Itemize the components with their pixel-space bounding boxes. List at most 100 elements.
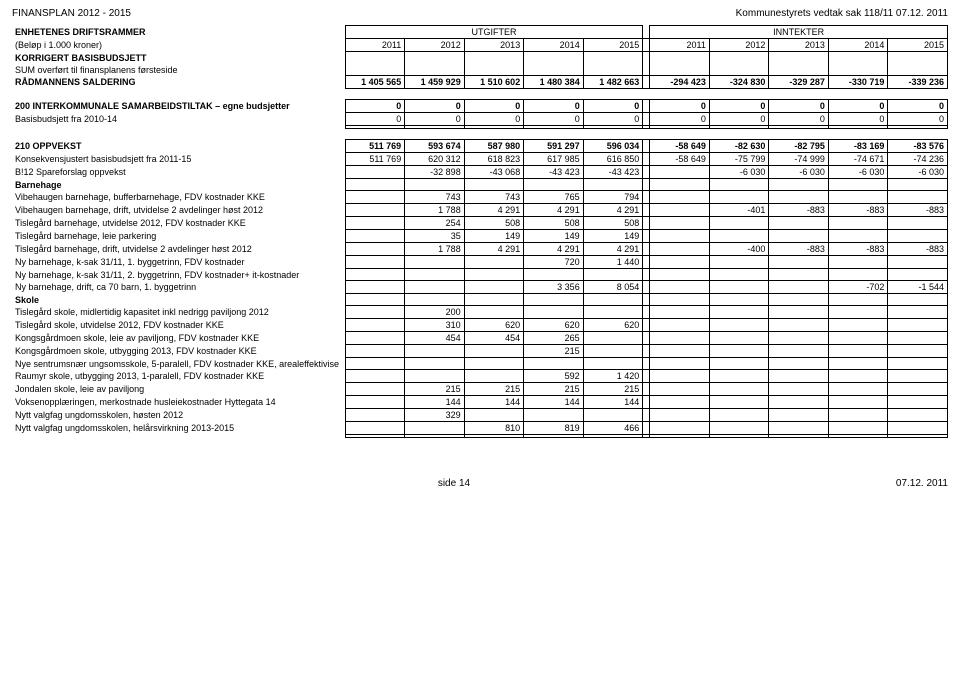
cell (828, 191, 888, 204)
row-label: Basisbudsjett fra 2010-14 (12, 113, 345, 126)
cell (464, 409, 524, 422)
header-right: Kommunestyrets vedtak sak 118/11 07.12. … (736, 8, 948, 19)
cell: 4 291 (464, 243, 524, 256)
row-label: Ny barnehage, drift, ca 70 barn, 1. bygg… (12, 281, 345, 294)
cell (769, 230, 829, 243)
cell (709, 281, 769, 294)
cell (709, 332, 769, 345)
cell (709, 396, 769, 409)
cell (828, 422, 888, 435)
cell (888, 409, 948, 422)
row-label: Vibehaugen barnehage, bufferbarnehage, F… (12, 191, 345, 204)
cell: 1 440 (583, 256, 643, 269)
cell (464, 358, 524, 370)
cell (709, 230, 769, 243)
row-label: Tislegård skole, utvidelse 2012, FDV kos… (12, 319, 345, 332)
cell (650, 370, 710, 383)
cell (888, 370, 948, 383)
cell (583, 306, 643, 319)
row-label: Tislegård barnehage, leie parkering (12, 230, 345, 243)
row-label: Nytt valgfag ungdomsskolen, høsten 2012 (12, 409, 345, 422)
cell (650, 243, 710, 256)
cell: 765 (524, 191, 584, 204)
cell (464, 306, 524, 319)
row-label: Tislegård barnehage, drift, utvidelse 2 … (12, 243, 345, 256)
row-label: Nye sentrumsnær ungsomsskole, 5-paralell… (12, 358, 345, 370)
cell: 149 (524, 230, 584, 243)
cell: 144 (405, 396, 465, 409)
row-label: Raumyr skole, utbygging 2013, 1-paralell… (12, 370, 345, 383)
cell (650, 230, 710, 243)
cell (405, 256, 465, 269)
cell (709, 422, 769, 435)
cell (650, 191, 710, 204)
cell: 743 (405, 191, 465, 204)
cell: 310 (405, 319, 465, 332)
cell (888, 191, 948, 204)
cell (769, 269, 829, 281)
cell: 4 291 (524, 243, 584, 256)
cell (769, 345, 829, 358)
cell (769, 281, 829, 294)
section-210-title: 210 OPPVEKST (12, 140, 345, 153)
cell (828, 319, 888, 332)
cell (405, 281, 465, 294)
cell (345, 409, 405, 422)
row-label: Tislegård barnehage, utvidelse 2012, FDV… (12, 217, 345, 230)
cell (345, 396, 405, 409)
cell (888, 230, 948, 243)
cell: 4 291 (464, 204, 524, 217)
cell (888, 345, 948, 358)
cell (709, 269, 769, 281)
col-group-utgifter: UTGIFTER (345, 26, 643, 39)
cell (888, 319, 948, 332)
row-label: Kongsgårdmoen skole, utbygging 2013, FDV… (12, 345, 345, 358)
subsection-barnehage: Barnehage (12, 179, 345, 191)
cell (464, 256, 524, 269)
cell (828, 269, 888, 281)
row-label: Ny barnehage, k-sak 31/11, 1. byggetrinn… (12, 256, 345, 269)
cell: 215 (583, 383, 643, 396)
cell (828, 230, 888, 243)
cell (828, 256, 888, 269)
cell (650, 217, 710, 230)
cell (650, 383, 710, 396)
cell (464, 370, 524, 383)
cell (405, 422, 465, 435)
cell (650, 204, 710, 217)
cell: -401 (709, 204, 769, 217)
cell (464, 345, 524, 358)
cell (888, 217, 948, 230)
cell (650, 319, 710, 332)
cell: 508 (524, 217, 584, 230)
cell (650, 409, 710, 422)
cell (769, 217, 829, 230)
footer-date: 07.12. 2011 (896, 478, 948, 489)
cell (888, 256, 948, 269)
cell (769, 319, 829, 332)
cell (888, 383, 948, 396)
cell (828, 332, 888, 345)
cell: 508 (583, 217, 643, 230)
cell: 215 (524, 345, 584, 358)
cell (405, 370, 465, 383)
row-label: RÅDMANNENS SALDERING (12, 76, 345, 89)
cell (345, 281, 405, 294)
cell (345, 332, 405, 345)
cell (769, 396, 829, 409)
cell (769, 370, 829, 383)
cell: 620 (583, 319, 643, 332)
cell (769, 332, 829, 345)
cell (769, 256, 829, 269)
cell (828, 409, 888, 422)
cell (345, 422, 405, 435)
cell (524, 306, 584, 319)
cell: 149 (464, 230, 524, 243)
cell (709, 370, 769, 383)
cell: 454 (464, 332, 524, 345)
cell (769, 358, 829, 370)
cell (769, 409, 829, 422)
footer-page: side 14 (438, 478, 470, 489)
cell: -883 (769, 243, 829, 256)
cell (888, 358, 948, 370)
